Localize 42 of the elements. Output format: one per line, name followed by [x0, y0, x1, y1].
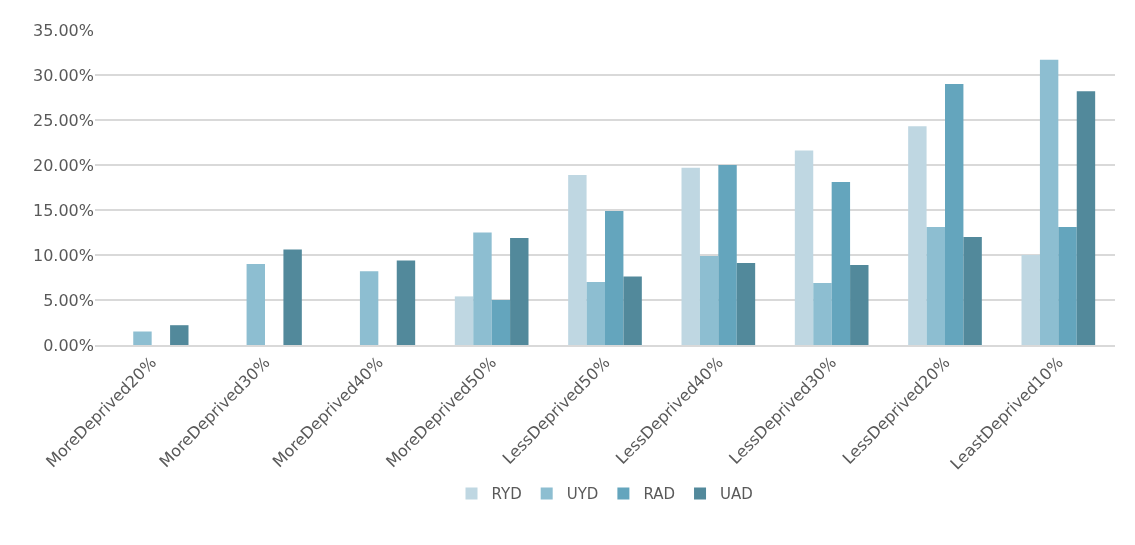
bar [623, 276, 642, 345]
y-tick-label: 15.00% [32, 200, 94, 220]
bar [813, 282, 832, 345]
bar [850, 264, 869, 345]
bar [454, 296, 474, 345]
bar [283, 249, 302, 345]
bar [473, 232, 492, 345]
bar [926, 227, 945, 345]
legend-label: RAD [643, 485, 676, 504]
bar [681, 167, 700, 345]
bar [605, 210, 624, 345]
y-tick-label: 25.00% [32, 110, 94, 130]
bar [586, 282, 605, 345]
bar [1076, 91, 1096, 345]
bar [359, 271, 379, 345]
y-tick-label: 10.00% [32, 245, 94, 265]
bar [718, 165, 737, 345]
bar [736, 263, 756, 345]
y-tick-label: 20.00% [32, 155, 94, 175]
legend-label: UYD [566, 485, 599, 504]
bar [699, 255, 719, 345]
y-tick-label: 5.00% [43, 290, 94, 310]
y-tick-label: 0.00% [43, 335, 94, 355]
bar [945, 84, 964, 345]
bar [794, 150, 814, 345]
y-tick-label: 35.00% [32, 20, 94, 40]
bar [510, 237, 529, 345]
legend-label: RYD [491, 485, 522, 504]
bar [246, 264, 265, 345]
bar [908, 126, 927, 345]
y-tick-label: 30.00% [32, 65, 94, 85]
bar [568, 174, 587, 345]
legend-label: UAD [720, 485, 753, 504]
bar [1058, 227, 1077, 345]
bar [170, 325, 189, 345]
bar [491, 300, 511, 345]
bar [396, 260, 416, 345]
bar [1039, 59, 1059, 345]
bar [831, 182, 851, 345]
bar [133, 331, 152, 345]
bar [1021, 255, 1040, 345]
bar [963, 237, 982, 345]
